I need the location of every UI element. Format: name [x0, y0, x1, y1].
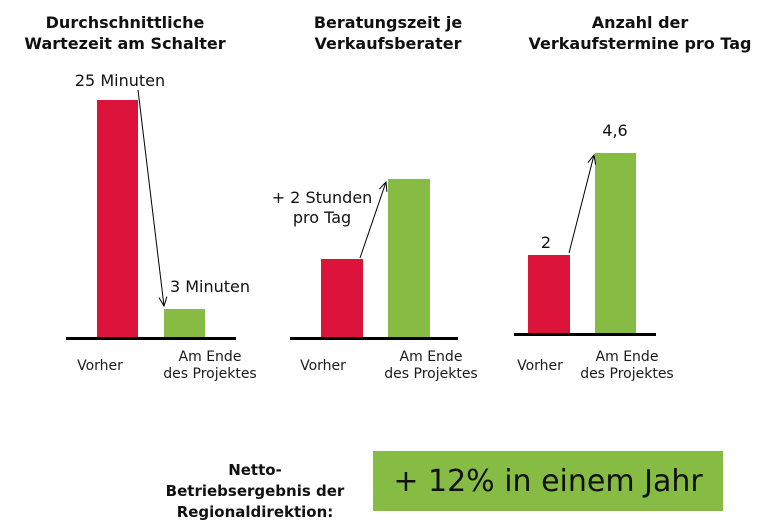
x-label-chart2-after: Am Ende des Projektes: [384, 349, 478, 382]
chart-title-wait-time: Durchschnittliche Wartezeit am Schalter: [24, 13, 226, 53]
bar-wait-time-before: [97, 100, 138, 338]
x-label-chart1-after: Am Ende des Projektes: [163, 349, 257, 382]
baseline-chart-3: [514, 333, 656, 336]
annotation-consulting-plus-2h: + 2 Stunden pro Tag: [271, 188, 373, 227]
result-value: + 12% in einem Jahr: [393, 463, 703, 499]
x-label-chart3-before: Vorher: [517, 358, 563, 374]
baseline-chart-1: [66, 337, 236, 340]
arrow-consulting-time: [359, 182, 386, 259]
chart-title-appointments: Anzahl der Verkaufstermine pro Tag: [528, 13, 752, 53]
x-label-chart1-before: Vorher: [77, 358, 123, 374]
x-label-chart3-after: Am Ende des Projektes: [580, 349, 674, 382]
value-label-wait-after: 3 Minuten: [169, 277, 251, 296]
chart-title-consulting-time: Beratungszeit je Verkaufsberater: [313, 13, 463, 53]
baseline-chart-2: [290, 337, 458, 340]
bar-appointments-after: [595, 153, 636, 334]
arrow-appointments: [568, 155, 594, 254]
x-label-chart2-before: Vorher: [300, 358, 346, 374]
bar-wait-time-after: [164, 309, 205, 338]
value-label-appointments-after: 4,6: [602, 121, 628, 140]
bar-appointments-before: [528, 255, 570, 334]
result-label: Netto- Betriebsergebnis der Regionaldire…: [165, 461, 345, 521]
bar-consulting-before: [321, 259, 363, 338]
value-label-appointments-before: 2: [540, 233, 552, 252]
value-label-wait-before: 25 Minuten: [74, 71, 166, 90]
arrow-wait-time: [137, 89, 164, 306]
result-box: + 12% in einem Jahr: [373, 451, 723, 511]
bar-consulting-after: [388, 179, 430, 338]
